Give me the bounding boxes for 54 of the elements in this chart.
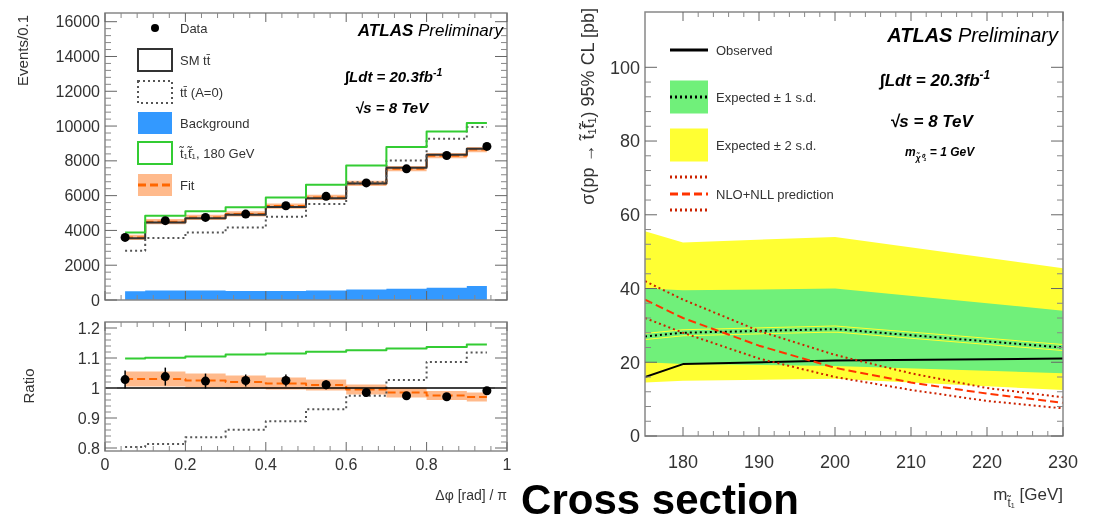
annotation: ∫Ldt = 20.3fb$^{-1}$ [344,66,443,86]
y-tick-label: 14000 [55,48,101,66]
x-tick-label: 190 [743,452,775,472]
y-tick-label: 6000 [64,187,101,205]
legend-label: t̃₁t̃̄₁, 180 GeV [178,146,255,161]
y-tick-label: 0 [629,426,640,447]
y-tick-label: 0.9 [77,409,101,427]
x-tick-label: 220 [971,452,1003,472]
y-tick-label: 4000 [64,222,101,240]
x-tick-label: 0.4 [254,456,278,473]
y-tick-label: 1.2 [77,319,101,337]
x-axis-title: Δφ [rad] / π [435,487,508,503]
y-tick-label: 16000 [55,13,101,31]
legend-label: Observed [716,43,773,58]
annotation: m$_{χ̃⁰₁}$ = 1 GeV [905,145,976,163]
x-tick-label: 0.2 [174,456,197,473]
y-tick-label: 0 [91,291,101,309]
y-tick-label: 1 [91,379,101,397]
y-tick-label: 20 [619,352,640,373]
text: Cross section [521,476,799,519]
x-tick-label: 200 [819,452,851,472]
annotation: √s = 8 TeV [890,112,975,131]
y-axis-title: Events/0.1 [14,15,31,86]
x-tick-label: 180 [667,452,699,472]
y-tick-label: 0.8 [77,439,101,457]
y-tick-label: 100 [609,57,640,78]
legend-label: NLO+NLL prediction [716,187,834,202]
x-tick-label: 210 [895,452,927,472]
x-tick-label: 0.8 [415,456,438,473]
legend-label: Expected ± 2 s.d. [716,138,817,153]
annotation: ATLAS Preliminary [356,21,505,40]
y-tick-label: 80 [619,131,640,152]
y-axis-title: σ(pp → t̃₁t̃̄₁) 95% CL [pb] [577,8,598,205]
y-tick-label: 12000 [55,82,101,100]
x-axis-title: m$_{t̃₁}$ [GeV] [993,485,1063,510]
legend-label: Data [180,21,209,36]
y-axis-title: Ratio [20,368,37,404]
annotation: ATLAS Preliminary [886,24,1059,46]
legend-label: Fit [180,178,195,193]
x-tick-label: 230 [1047,452,1079,472]
legend-label: SM tt̄ [180,53,211,68]
annotation: √s = 8 TeV [355,99,431,116]
y-tick-label: 8000 [64,152,101,170]
y-tick-label: 40 [619,278,640,299]
legend-label: Background [180,116,250,131]
x-tick-label: 0.6 [335,456,358,473]
legend-label: tt̄ (A=0) [180,85,223,100]
y-tick-label: 2000 [64,256,101,274]
x-tick-label: 1 [502,456,512,473]
y-tick-label: 10000 [55,117,101,135]
y-tick-label: 1.1 [77,349,101,367]
y-tick-label: 60 [619,205,640,226]
legend-label: Expected ± 1 s.d. [716,90,817,105]
annotation: ∫Ldt = 20.3fb$^{-1}$ [878,68,991,90]
